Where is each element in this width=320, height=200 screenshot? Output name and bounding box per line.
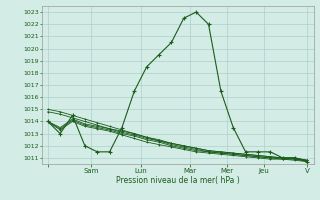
X-axis label: Pression niveau de la mer( hPa ): Pression niveau de la mer( hPa ) (116, 176, 239, 185)
